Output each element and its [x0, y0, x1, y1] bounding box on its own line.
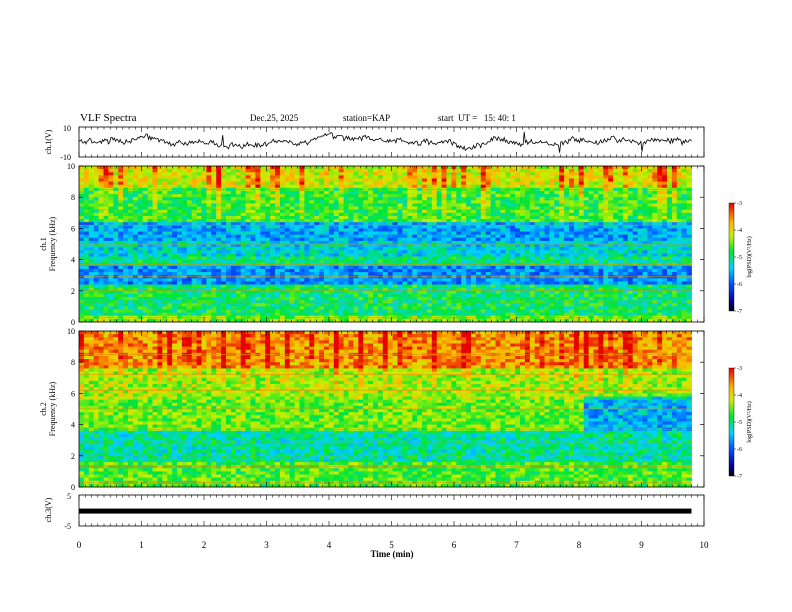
colorbar-tick-label: -4	[737, 393, 742, 399]
ch1-spectrogram-heatmap	[79, 166, 692, 323]
colorbar-tick-label: -6	[737, 447, 742, 453]
time-tick-label: 2	[202, 540, 207, 550]
freq-tick-label: 4	[71, 256, 75, 265]
ch3-waveform-panel: 5 -5 ch.3(V)	[44, 492, 705, 531]
colorbar-tick-label: -6	[737, 282, 742, 288]
ch2-spec-ylabel-channel: ch.2	[39, 402, 48, 416]
colorbar-tick-label: -4	[737, 228, 742, 234]
time-tick-label: 1	[139, 540, 144, 550]
time-tick-label: 9	[639, 540, 644, 550]
x-axis-label: Time (min)	[370, 549, 413, 559]
ch2-colorbar-label: log(PSD)(V²/Hz)	[746, 401, 753, 442]
ch3-ytick-bottom: -5	[64, 522, 71, 531]
colorbar-tick-label: -5	[737, 420, 742, 426]
time-tick-label: 10	[700, 540, 710, 550]
time-axis: 0 1 2 3 4 5 6 7 8 9 10	[77, 127, 709, 550]
freq-tick-label: 4	[71, 421, 75, 430]
ch2-spec-ylabel-freq: Frequency (kHz)	[48, 381, 57, 436]
ch1-ytick-top: 10	[63, 124, 71, 133]
time-tick-label: 6	[452, 540, 457, 550]
time-tick-label: 8	[577, 540, 582, 550]
time-tick-label: 5	[389, 540, 394, 550]
ch1-ylabel: ch.1(V)	[44, 129, 53, 154]
freq-tick-label: 10	[67, 327, 75, 336]
ch1-waveform-trace	[79, 131, 692, 153]
ch2-colorbar	[728, 367, 735, 477]
station-label: station=KAP	[343, 113, 391, 123]
freq-tick-label: 0	[71, 318, 75, 327]
time-tick-label: 4	[327, 540, 332, 550]
ch1-spec-ylabel-freq: Frequency (kHz)	[48, 216, 57, 271]
time-tick-label: 7	[514, 540, 519, 550]
freq-tick-label: 6	[71, 389, 75, 398]
ch3-waveform-trace	[79, 508, 692, 514]
colorbar-tick-label: -3	[737, 366, 742, 372]
ch2-spectrogram-heatmap	[79, 331, 692, 488]
freq-tick-label: 10	[67, 162, 75, 171]
freq-tick-label: 6	[71, 224, 75, 233]
freq-tick-label: 0	[71, 483, 75, 492]
freq-tick-label: 2	[71, 287, 75, 296]
freq-tick-label: 8	[71, 358, 75, 367]
freq-tick-label: 8	[71, 193, 75, 202]
colorbar-tick-label: -7	[737, 309, 742, 315]
ch3-ytick-top: 5	[67, 492, 71, 501]
colorbar-tick-label: -5	[737, 255, 742, 261]
ch1-spec-ylabel-channel: ch.1	[39, 237, 48, 251]
start-time-label: start UT = 15: 40: 1	[438, 113, 516, 123]
time-tick-label: 3	[264, 540, 269, 550]
chart-title: VLF Spectra	[80, 112, 137, 124]
ch1-colorbar	[728, 202, 735, 312]
ch1-ytick-bottom: -10	[60, 153, 71, 162]
date-label: Dec.25, 2025	[250, 113, 299, 123]
ch1-waveform-panel: 10 -10 ch.1(V)	[44, 124, 705, 162]
freq-tick-label: 2	[71, 452, 75, 461]
ch1-colorbar-label: log(PSD)(V²/Hz)	[746, 236, 753, 277]
ch3-ylabel: ch.3(V)	[44, 497, 53, 522]
time-tick-label: 0	[77, 540, 82, 550]
colorbar-tick-label: -3	[737, 201, 742, 207]
colorbar-tick-label: -7	[737, 474, 742, 480]
